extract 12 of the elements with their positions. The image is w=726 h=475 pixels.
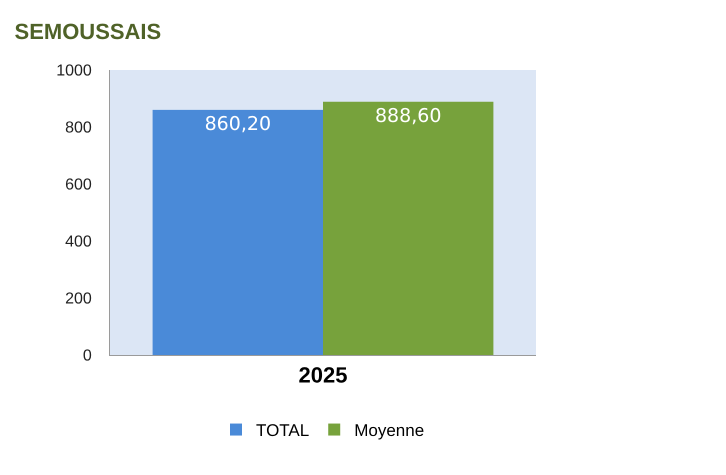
y-tick-label: 800 <box>65 120 92 137</box>
y-tick-label: 400 <box>65 234 92 251</box>
data-label: 888,60 <box>374 104 442 127</box>
x-tick-label: 2025 <box>298 362 348 388</box>
chart-title: SEMOUSSAIS <box>14 19 162 44</box>
y-tick-label: 0 <box>82 348 92 365</box>
data-label: 860,20 <box>204 112 272 135</box>
y-tick-label: 600 <box>65 176 92 194</box>
legend-label: Moyenne <box>354 421 424 440</box>
legend-label: TOTAL <box>256 421 310 440</box>
y-tick-label: 200 <box>65 290 92 308</box>
y-tick-label: 1000 <box>56 62 92 80</box>
